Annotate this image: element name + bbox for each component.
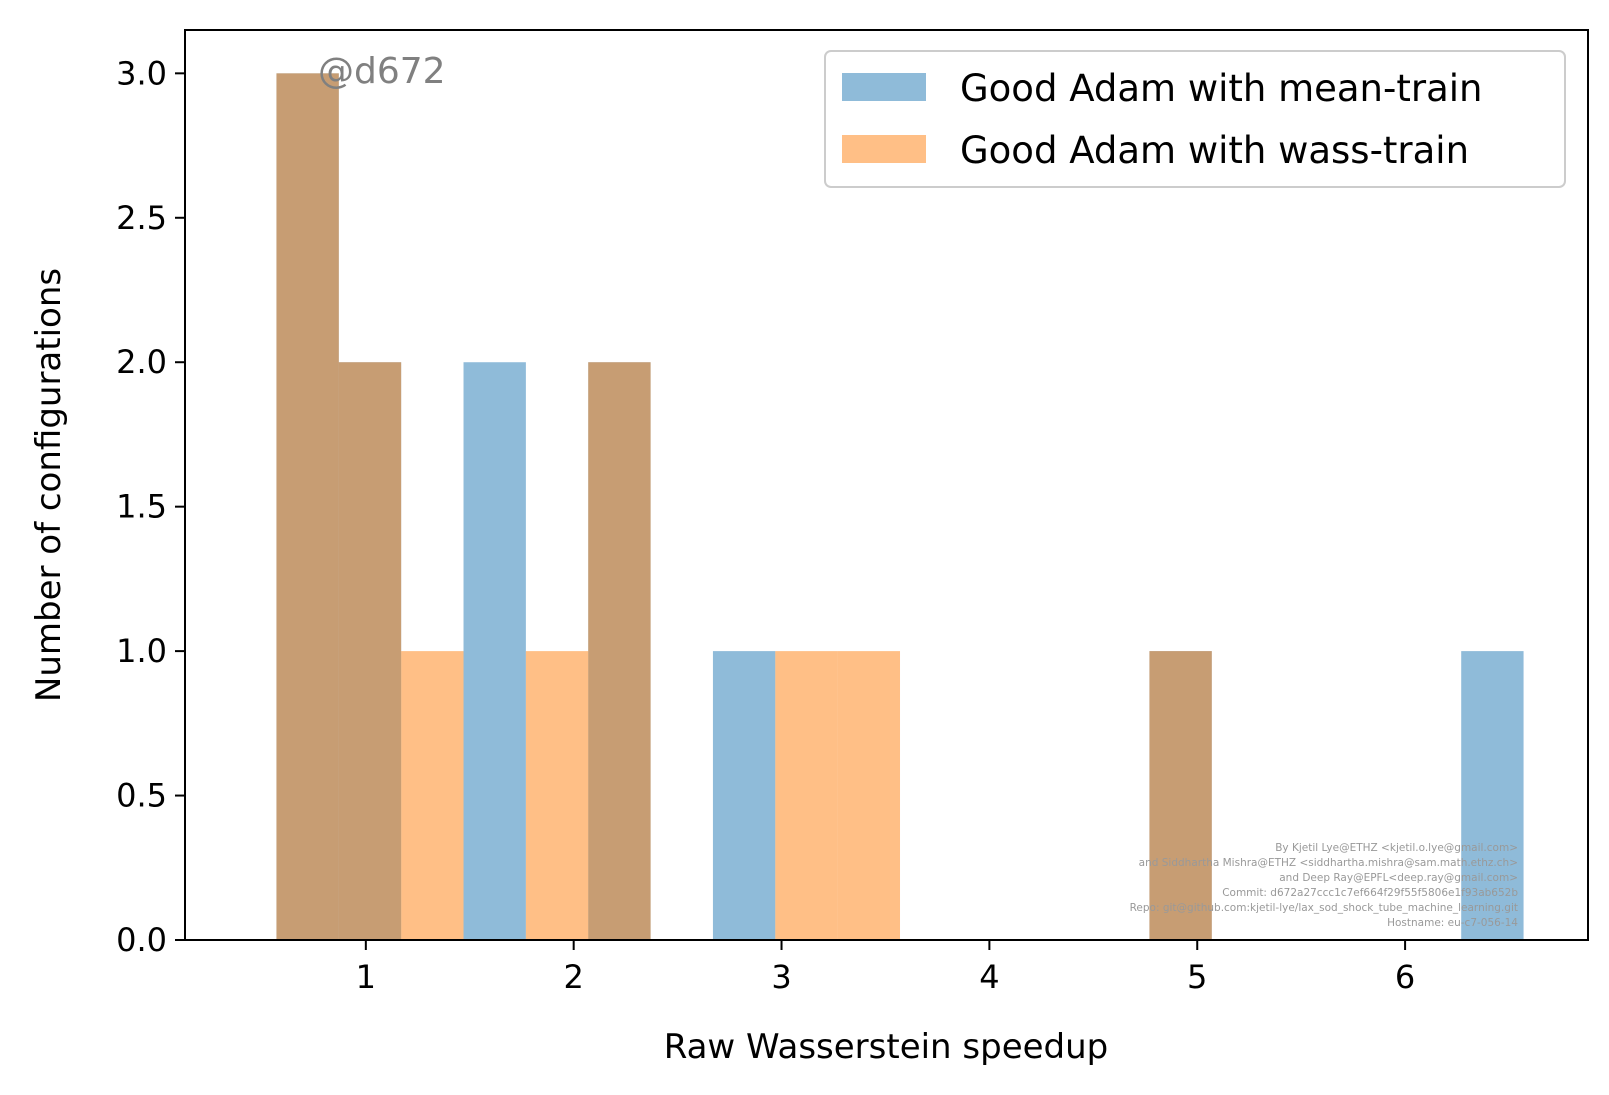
credits-block: By Kjetil Lye@ETHZ <kjetil.o.lye@gmail.c… bbox=[1130, 842, 1519, 929]
bar-good-adam-with-wass-train bbox=[775, 651, 838, 940]
credit-line: and Deep Ray@EPFL<deep.ray@gmail.com> bbox=[1279, 872, 1518, 884]
credit-line: Hostname: eu-c7-056-14 bbox=[1387, 917, 1518, 929]
legend: Good Adam with mean-train Good Adam with… bbox=[824, 50, 1566, 188]
bar-good-adam-with-wass-train bbox=[525, 651, 589, 940]
y-tick-label: 0.5 bbox=[116, 777, 167, 815]
x-tick-label: 2 bbox=[564, 958, 584, 996]
x-tick-label: 5 bbox=[1187, 958, 1207, 996]
y-tick-label: 1.0 bbox=[116, 632, 167, 670]
bar-good-adam-with-mean-train bbox=[1461, 651, 1524, 940]
x-tick-label: 3 bbox=[771, 958, 791, 996]
x-tick-label: 4 bbox=[979, 958, 999, 996]
bar-good-adam-with-wass-train bbox=[338, 362, 402, 940]
credit-line: and Siddhartha Mishra@ETHZ <siddhartha.m… bbox=[1139, 857, 1518, 869]
y-tick-label: 1.5 bbox=[116, 488, 167, 526]
y-tick-label: 2.5 bbox=[116, 199, 167, 237]
histogram-bars bbox=[276, 73, 1524, 941]
x-tick-label: 1 bbox=[356, 958, 376, 996]
y-tick-label: 0.0 bbox=[116, 921, 167, 959]
y-tick-label: 3.0 bbox=[116, 54, 167, 92]
x-axis-label: Raw Wasserstein speedup bbox=[664, 1027, 1109, 1067]
bar-good-adam-with-mean-train bbox=[712, 651, 776, 940]
bar-good-adam-with-wass-train bbox=[276, 73, 339, 941]
legend-label-wass-train: Good Adam with wass-train bbox=[960, 129, 1469, 172]
y-axis-label: Number of configurations bbox=[29, 268, 69, 702]
credit-line: Commit: d672a27ccc1c7ef664f29f55f5806e1f… bbox=[1222, 887, 1518, 899]
bar-good-adam-with-mean-train bbox=[463, 362, 526, 940]
legend-swatch-wass-train bbox=[842, 135, 926, 163]
legend-frame bbox=[824, 50, 1566, 188]
y-tick-label: 2.0 bbox=[116, 343, 167, 381]
plot-frame bbox=[184, 29, 1589, 941]
bar-good-adam-with-wass-train bbox=[837, 651, 901, 940]
x-tick-label: 6 bbox=[1395, 958, 1415, 996]
x-axis-ticks: 1 2 3 4 5 6 bbox=[356, 940, 1415, 996]
legend-swatch-mean-train bbox=[842, 73, 926, 101]
bar-good-adam-with-wass-train bbox=[401, 651, 464, 940]
bar-good-adam-with-wass-train bbox=[588, 362, 651, 940]
legend-label-mean-train: Good Adam with mean-train bbox=[960, 67, 1482, 110]
credit-line: By Kjetil Lye@ETHZ <kjetil.o.lye@gmail.c… bbox=[1275, 842, 1518, 854]
commit-annotation: @d672 bbox=[318, 51, 446, 92]
credit-line: Repo: git@github.com:kjetil-lye/lax_sod_… bbox=[1130, 902, 1518, 914]
y-axis-ticks: 0.0 0.5 1.0 1.5 2.0 2.5 3.0 bbox=[116, 54, 185, 959]
bar-good-adam-with-wass-train bbox=[1149, 651, 1212, 940]
